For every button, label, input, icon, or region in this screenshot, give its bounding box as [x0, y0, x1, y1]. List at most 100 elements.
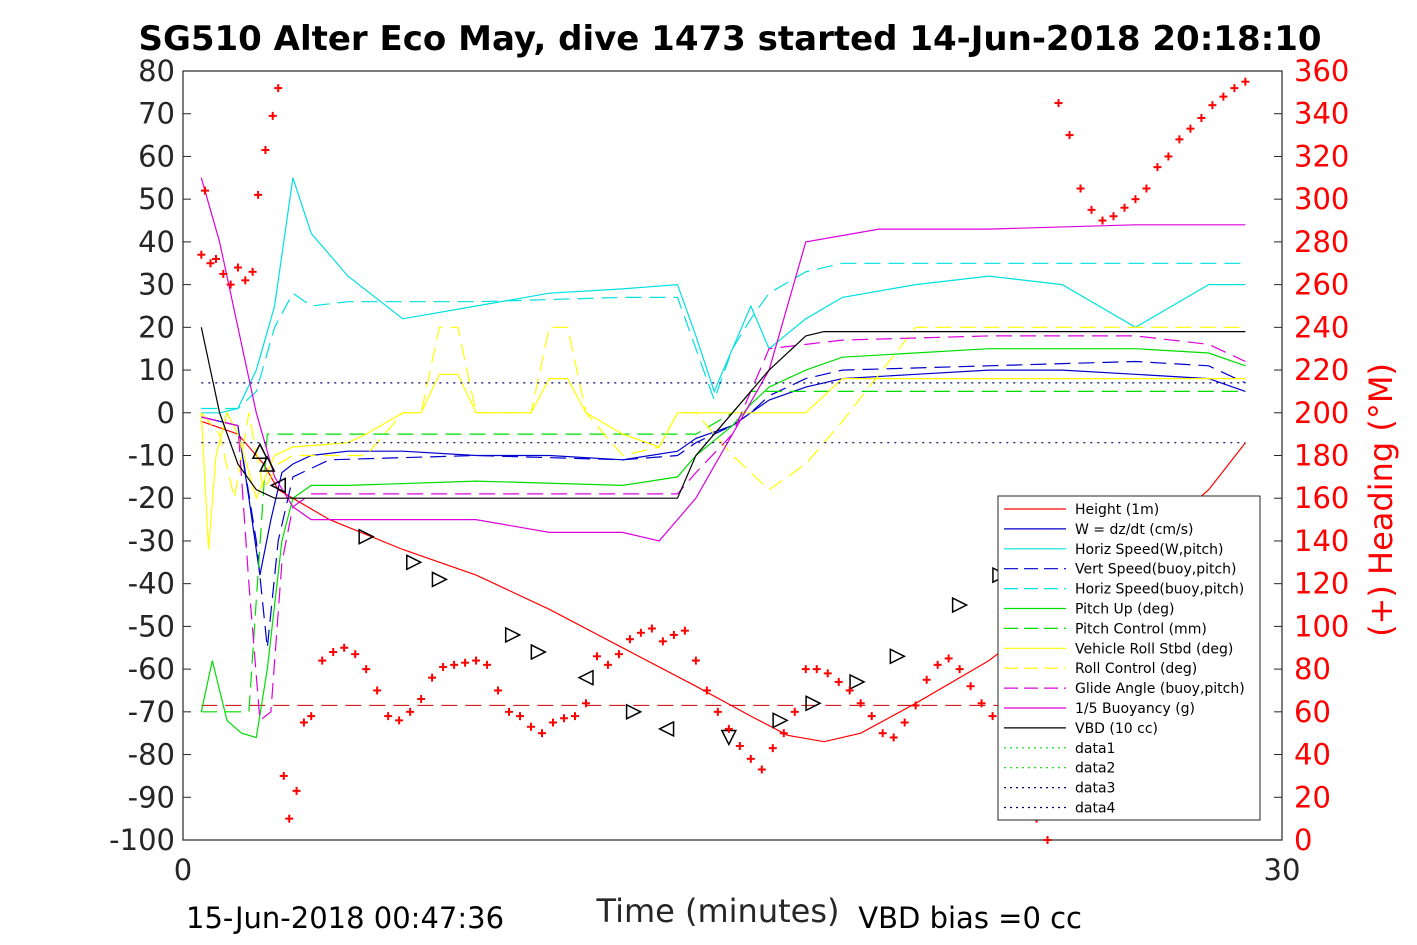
heading-point: [362, 665, 371, 674]
heading-point: [548, 718, 557, 727]
heading-point: [1186, 124, 1195, 133]
heading-point: [1087, 205, 1096, 214]
triangle-marker: [406, 554, 423, 571]
y2-tick-label: 320: [1294, 139, 1349, 173]
legend-label-data2: data2: [1075, 761, 1115, 777]
heading-point: [812, 665, 821, 674]
heading-point: [713, 707, 722, 716]
y2-tick-label: 300: [1294, 182, 1349, 216]
y2-tick-label: 240: [1294, 310, 1349, 344]
series-line-pitch-up-deg: [200, 348, 1246, 739]
heading-point: [428, 673, 437, 682]
heading-point: [702, 686, 711, 695]
heading-point: [1098, 216, 1107, 225]
heading-point: [1109, 212, 1118, 221]
series-line-horiz-speed-buoy-pitch: [201, 262, 1246, 410]
heading-point: [254, 190, 263, 199]
triangle-marker: [251, 442, 269, 459]
triangle-marker: [951, 596, 969, 614]
heading-point: [279, 771, 288, 780]
heading-point: [570, 712, 579, 721]
y2-tick-label: 0: [1294, 823, 1312, 857]
heading-point: [527, 722, 536, 731]
triangle-marker: [431, 571, 449, 588]
series-line-1-5-buoyancy-g: [200, 177, 1246, 542]
heading-point: [878, 729, 887, 738]
heading-point: [318, 656, 327, 665]
heading-point: [944, 654, 953, 663]
heading-point: [669, 630, 678, 639]
heading-point: [856, 699, 865, 708]
heading-point: [1219, 92, 1228, 101]
series-line-vehicle-roll-stbd-deg: [200, 373, 1246, 550]
heading-point: [439, 662, 448, 671]
heading-point: [988, 712, 997, 721]
triangle-marker: [889, 648, 907, 665]
series-line-glide-angle-buoy-pitch: [201, 335, 1246, 722]
heading-point: [1208, 101, 1217, 110]
y-tick-label: -20: [128, 481, 175, 515]
heading-point: [505, 707, 514, 716]
heading-point: [384, 712, 393, 721]
heading-point: [268, 111, 277, 120]
heading-point: [299, 718, 308, 727]
heading-point: [1142, 184, 1151, 193]
heading-point: [351, 650, 360, 659]
heading-point: [197, 250, 206, 259]
heading-point: [889, 733, 898, 742]
legend-label-pitch-control-mm: Pitch Control (mm): [1075, 621, 1207, 637]
y2-tick-label: 340: [1294, 97, 1349, 131]
heading-point: [516, 712, 525, 721]
triangle-marker: [805, 695, 822, 712]
heading-point: [233, 263, 242, 272]
y-tick-label: 40: [138, 225, 175, 259]
y2-tick-label: 260: [1294, 268, 1349, 302]
y2-tick-label: 200: [1294, 396, 1349, 430]
y-tick-label: -30: [128, 524, 175, 558]
y-tick-label: -10: [128, 439, 175, 473]
heading-point: [977, 699, 986, 708]
legend-label-pitch-up-deg: Pitch Up (deg): [1075, 602, 1174, 618]
triangle-marker: [259, 455, 276, 472]
heading-point: [285, 814, 294, 823]
heading-point: [1076, 184, 1085, 193]
footer-vbd-bias: VBD bias =0 cc: [858, 901, 1082, 935]
series-line-horiz-speed-w-pitch: [201, 177, 1246, 414]
heading-point: [680, 626, 689, 635]
heading-point: [417, 695, 426, 704]
heading-point: [922, 675, 931, 684]
y-tick-label: -70: [128, 695, 175, 729]
heading-point: [603, 660, 612, 669]
triangle-marker: [269, 477, 286, 494]
y-tick-label: -50: [128, 609, 175, 643]
y2-tick-label: 100: [1294, 609, 1349, 643]
series-line-roll-control-deg: [200, 326, 1246, 499]
legend-label-data3: data3: [1075, 781, 1115, 797]
legend-label-height-1m: Height (1m): [1075, 502, 1159, 518]
heading-point: [494, 686, 503, 695]
heading-point: [483, 660, 492, 669]
heading-point: [1120, 203, 1129, 212]
x-tick-label: 30: [1264, 853, 1301, 887]
y2-tick-label: 160: [1294, 481, 1349, 515]
y2-tick-label: 360: [1294, 54, 1349, 88]
heading-point: [1065, 131, 1074, 140]
series-line-vbd-10-cc: [200, 327, 1246, 499]
triangle-marker: [849, 673, 866, 691]
heading-point: [261, 146, 270, 155]
heading-point: [581, 699, 590, 708]
y2-tick-label: 120: [1294, 567, 1349, 601]
heading-point: [933, 660, 942, 669]
legend-label-data4: data4: [1075, 801, 1116, 817]
heading-point: [307, 712, 316, 721]
heading-point: [395, 716, 404, 725]
heading-point: [472, 656, 481, 665]
heading-point: [1153, 163, 1162, 172]
heading-point: [724, 724, 733, 733]
heading-point: [206, 259, 215, 268]
heading-point: [1230, 84, 1239, 93]
heading-point: [658, 637, 667, 646]
heading-point: [1175, 135, 1184, 144]
series-line-vert-speed-buoy-pitch: [201, 360, 1246, 648]
